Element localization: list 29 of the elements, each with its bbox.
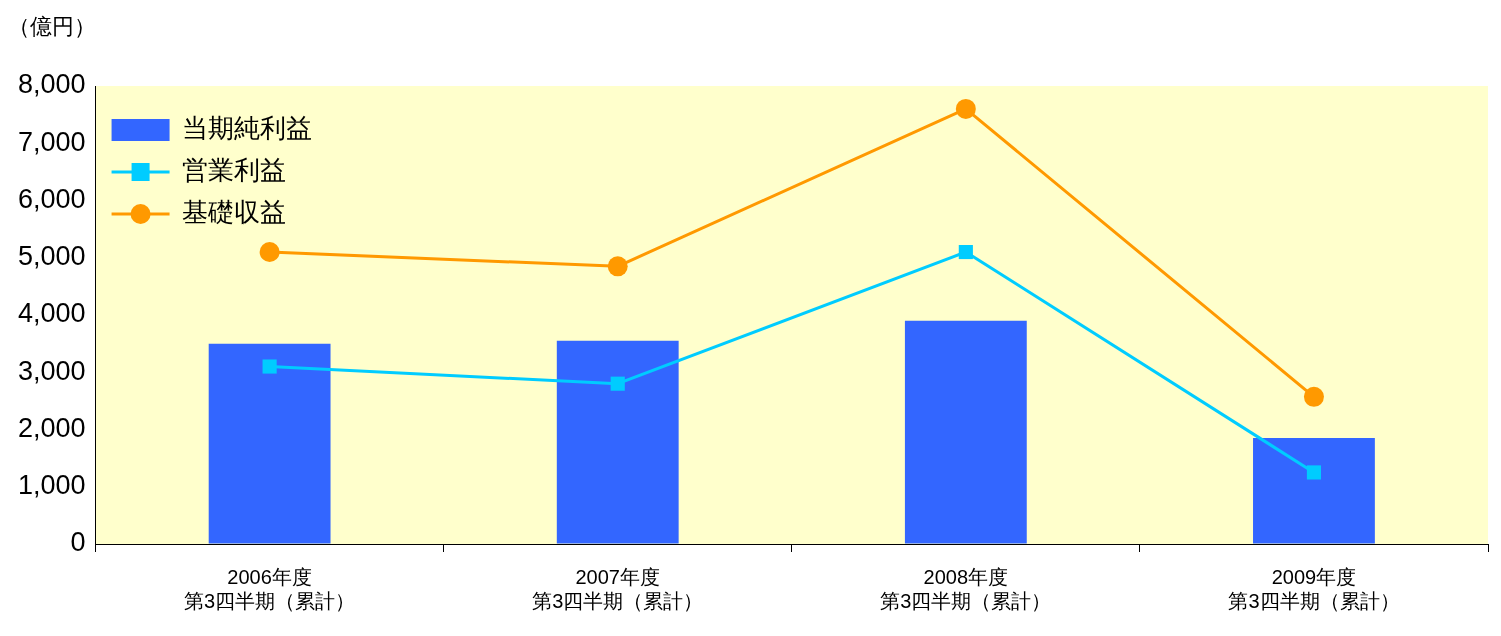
legend-label: 営業利益: [181, 155, 286, 186]
y-tick-label: 5,000: [17, 241, 86, 272]
point: [1303, 386, 1324, 407]
y-tick-label: 6,000: [17, 183, 86, 214]
bar: [1253, 438, 1375, 544]
point: [955, 98, 976, 119]
bar: [556, 340, 679, 544]
x-tick-label: 2007年度第3四半期（累計）: [532, 565, 704, 612]
bar: [904, 320, 1027, 544]
y-tick-label: 2,000: [17, 412, 86, 443]
y-axis-title: （億円）: [8, 13, 96, 41]
y-tick-label: 0: [70, 527, 86, 558]
y-tick-label: 7,000: [17, 126, 86, 157]
point: [610, 376, 625, 391]
point: [958, 244, 973, 260]
legend-label: 基礎収益: [181, 197, 286, 228]
y-tick-label: 1,000: [17, 470, 86, 501]
point: [259, 242, 280, 263]
y-tick-label: 3,000: [17, 355, 86, 386]
x-tick-label: 2006年度第3四半期（累計）: [184, 565, 356, 612]
x-tick-label: 2008年度第3四半期（累計）: [880, 565, 1052, 612]
y-tick-label: 4,000: [17, 298, 86, 329]
point: [607, 256, 628, 277]
legend-label: 当期純利益: [181, 113, 312, 144]
y-tick-label: 8,000: [17, 69, 86, 100]
point: [262, 359, 277, 374]
point: [1306, 465, 1322, 480]
x-tick-label: 2009年度第3四半期（累計）: [1228, 565, 1400, 612]
bar: [208, 343, 331, 544]
